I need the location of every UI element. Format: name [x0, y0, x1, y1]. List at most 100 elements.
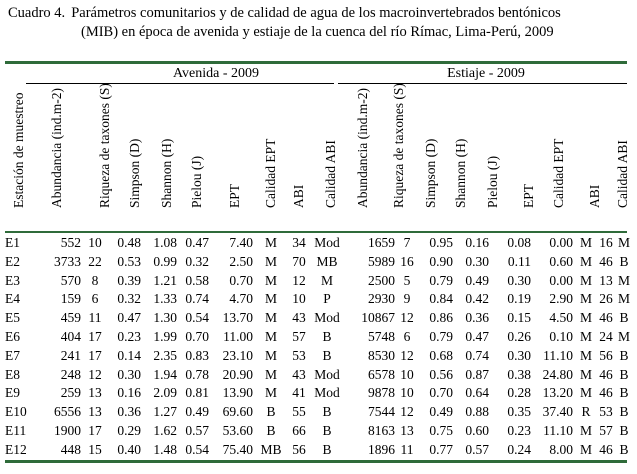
table-cell: 0.42 [465, 291, 489, 307]
table-cell: B [266, 404, 276, 420]
table-row: E6 404 17 0.23 1.99 0.70 11.00 M 57 B 5748 6 0.79 0.4… [5, 328, 630, 347]
table-cell: 0.56 [429, 366, 453, 382]
table-cell: 0.58 [185, 272, 209, 288]
table-cell: B [619, 347, 629, 363]
table-cell: 11 [400, 441, 414, 457]
table-cell: 0.30 [507, 272, 531, 288]
table-cell: 0.74 [465, 347, 489, 363]
table-cell: B [322, 422, 332, 438]
table-cell: 0.54 [185, 441, 209, 457]
table-cell: 0.19 [507, 291, 531, 307]
station-cell: E12 [5, 441, 27, 457]
table-cell: B [619, 366, 629, 382]
table-cell: 2.50 [229, 253, 253, 269]
table-cell: 0.29 [117, 422, 141, 438]
column-header: Estación de muestreo [11, 84, 27, 230]
table-cell: 75.40 [222, 441, 253, 457]
table-row: E8 248 12 0.30 1.94 0.78 20.90 M 43 Mod 6578 10 0.56… [5, 366, 629, 385]
table-cell: 10867 [361, 310, 395, 326]
column-header-label: ABI [587, 184, 602, 208]
table-cell: 1.94 [153, 366, 177, 382]
table-cell: B [619, 404, 629, 420]
table-cell: 17 [88, 422, 102, 438]
column-header-label: EPT [521, 183, 536, 208]
table-cell: M [264, 235, 277, 250]
table-row: E11 1900 17 0.29 1.62 0.57 53.60 B 66 B 8163 13 0.75… [5, 422, 629, 441]
table-cell: M [264, 347, 277, 363]
table-cell: B [266, 422, 276, 438]
table-cell: 2930 [368, 291, 395, 307]
table-body: E1 552 10 0.48 1.08 0.47 7.40 M 34 Mod 1659 7 0.95 0.… [5, 234, 630, 460]
table-cell: 0.47 [117, 310, 141, 326]
table-cell: 53 [599, 404, 613, 420]
table-cell: 1900 [54, 422, 81, 438]
table-cell: M [579, 253, 592, 269]
table-cell: 0.32 [117, 291, 141, 307]
table-cell: 6578 [368, 366, 395, 382]
table-cell: M [617, 235, 630, 250]
table-cell: 0.00 [549, 235, 573, 250]
table-cell: 2.09 [153, 385, 177, 401]
column-header: Abundancia (ind.m-2) [49, 84, 65, 230]
table-cell: 23.10 [222, 347, 253, 363]
table-cell: 55 [292, 404, 306, 420]
table-cell: 0.30 [465, 253, 489, 269]
table-cell: 0.16 [465, 235, 489, 250]
table-cell: 43 [292, 366, 306, 382]
column-header: Calidad ABI [323, 84, 339, 230]
table-cell: 9 [403, 291, 411, 307]
table-cell: 9878 [368, 385, 395, 401]
table-cell: 11.00 [223, 328, 253, 344]
table-cell: 0.39 [117, 272, 141, 288]
column-header-label: Calidad EPT [263, 138, 278, 208]
table-cell: 13.90 [222, 385, 253, 401]
table-cell: 1659 [368, 235, 395, 250]
table-row: E1 552 10 0.48 1.08 0.47 7.40 M 34 Mod 1659 7 0.95 0.… [5, 234, 630, 253]
table-cell: 5989 [368, 253, 395, 269]
column-header: Calidad EPT [263, 84, 279, 230]
table-cell: 241 [60, 347, 81, 363]
table-cell: 17 [88, 328, 102, 344]
table-cell: 1.33 [153, 291, 177, 307]
station-cell: E11 [5, 422, 27, 438]
table-cell: M [617, 328, 630, 344]
column-header-label: Shannon (H) [159, 138, 174, 208]
group-underline-avenida [26, 83, 334, 84]
table-cell: 66 [292, 422, 306, 438]
table-cell: 0.53 [117, 253, 141, 269]
table-cell: 0.49 [185, 404, 209, 420]
table-cell: 0.14 [117, 347, 141, 363]
column-header-label: Pielou (J) [189, 155, 204, 208]
column-header: Abundancia (ind.m-2) [355, 84, 371, 230]
table-cell: Mod [314, 366, 340, 382]
table-cell: 46 [599, 253, 613, 269]
table-cell: 0.08 [507, 235, 531, 250]
table-cell: 24.80 [542, 366, 573, 382]
table-cell: 53.60 [222, 422, 253, 438]
table-cell: Mod [314, 310, 340, 326]
table-cell: 0.38 [507, 366, 531, 382]
column-header: Shannon (H) [159, 84, 175, 230]
table-cell: 0.36 [465, 310, 489, 326]
table-cell: 1.27 [153, 404, 177, 420]
table-cell: 10 [400, 385, 414, 401]
table-cell: 70 [292, 253, 306, 269]
table-cell: 0.54 [185, 310, 209, 326]
table-cell: 4.50 [549, 310, 573, 326]
table-cell: 0.57 [465, 441, 489, 457]
table-cell: 1.99 [153, 328, 177, 344]
table-cell: 0.35 [507, 404, 531, 420]
table-row: E10 6556 13 0.36 1.27 0.49 69.60 B 55 B 7544 12 0.49… [5, 403, 629, 422]
table-cell: 0.64 [465, 385, 489, 401]
column-header: Calidad EPT [551, 84, 567, 230]
table-cell: M [264, 366, 277, 382]
table-cell: 0.32 [185, 253, 209, 269]
group-header-avenida: Avenida - 2009 [172, 66, 260, 81]
header-rule [5, 231, 627, 233]
group-underline-estiaje [338, 83, 627, 84]
table-cell: 56 [599, 347, 613, 363]
table-cell: 0.79 [429, 328, 453, 344]
table-cell: 5 [403, 272, 411, 288]
table-cell: M [617, 272, 630, 288]
table-cell: 8 [91, 272, 99, 288]
